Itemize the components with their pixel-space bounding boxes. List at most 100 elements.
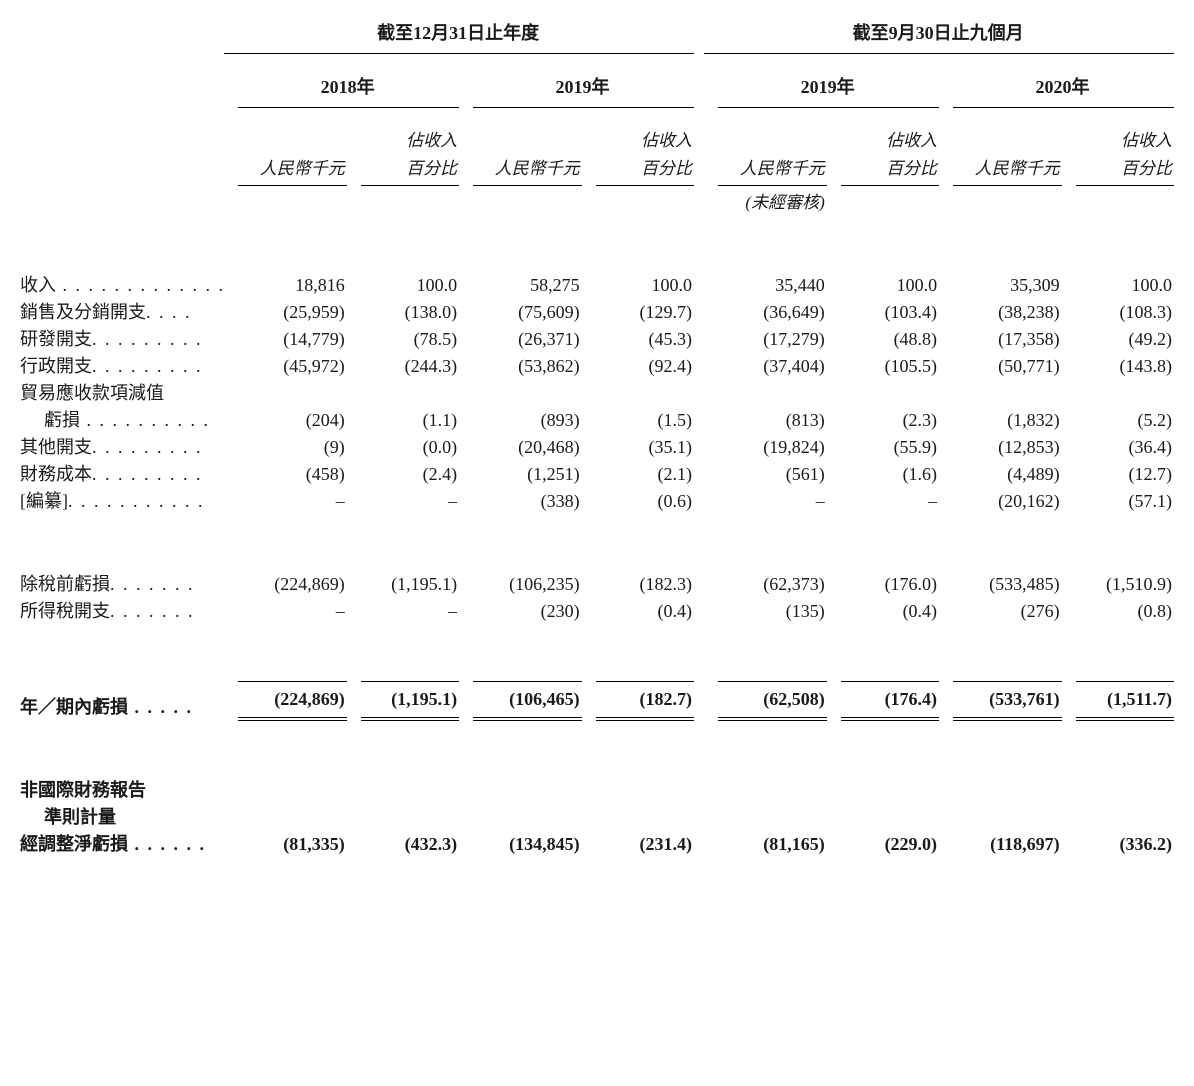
cell: (143.8) — [1076, 353, 1174, 380]
cell: (1,251) — [473, 461, 582, 488]
row-impair: 虧損 . . . . . . . . . . (204) (1.1) (893)… — [20, 407, 1174, 434]
cell: (230) — [473, 598, 582, 625]
cell: (1,511.7) — [1076, 681, 1174, 721]
cell: (20,162) — [953, 488, 1062, 515]
cell: (17,279) — [718, 326, 827, 353]
cell: (17,358) — [953, 326, 1062, 353]
cell: (276) — [953, 598, 1062, 625]
cell: – — [361, 598, 459, 625]
row-label: 行政開支 — [20, 356, 92, 376]
row-label: 經調整淨虧損 — [20, 834, 128, 854]
row-other: 其他開支. . . . . . . . . (9) (0.0) (20,468)… — [20, 434, 1174, 461]
year-header-2020: 2020年 — [939, 74, 1174, 108]
cell: 100.0 — [841, 272, 939, 299]
cell: (106,235) — [473, 571, 582, 598]
col-pct-header: 佔收入 — [582, 128, 694, 156]
cell: (1,195.1) — [361, 571, 459, 598]
cell: 100.0 — [361, 272, 459, 299]
cell: (78.5) — [361, 326, 459, 353]
row-label: 財務成本 — [20, 464, 92, 484]
cell: 18,816 — [238, 272, 347, 299]
row-label: 銷售及分銷開支 — [20, 302, 146, 322]
cell: (1,832) — [953, 407, 1062, 434]
cell: (9) — [238, 434, 347, 461]
cell: (224,869) — [238, 681, 347, 721]
cell: (57.1) — [1076, 488, 1174, 515]
cell: (38,238) — [953, 299, 1062, 326]
cell: (62,373) — [718, 571, 827, 598]
cell: (48.8) — [841, 326, 939, 353]
row-label: 虧損 — [20, 410, 80, 430]
row-finance: 財務成本. . . . . . . . . (458) (2.4) (1,251… — [20, 461, 1174, 488]
cell: 100.0 — [1076, 272, 1174, 299]
cell: – — [238, 598, 347, 625]
cell: (25,959) — [238, 299, 347, 326]
row-rd: 研發開支. . . . . . . . . (14,779) (78.5) (2… — [20, 326, 1174, 353]
year-header-2019-nine: 2019年 — [704, 74, 939, 108]
cell: (2.4) — [361, 461, 459, 488]
cell: (36.4) — [1076, 434, 1174, 461]
cell: (2.1) — [596, 461, 694, 488]
cell: (176.4) — [841, 681, 939, 721]
cell: (0.0) — [361, 434, 459, 461]
row-tax: 所得稅開支. . . . . . . – – (230) (0.4) (135)… — [20, 598, 1174, 625]
cell: (561) — [718, 461, 827, 488]
row-redacted: [編纂]. . . . . . . . . . . – – (338) (0.6… — [20, 488, 1174, 515]
col-pct-header: 百分比 — [1062, 156, 1174, 189]
cell: (0.8) — [1076, 598, 1174, 625]
row-label: 所得稅開支 — [20, 601, 110, 621]
cell: (0.6) — [596, 488, 694, 515]
row-label: 收入 — [20, 275, 56, 295]
period-header-annual: 截至12月31日止年度 — [224, 20, 694, 54]
cell: (176.0) — [841, 571, 939, 598]
cell: (813) — [718, 407, 827, 434]
cell: – — [841, 488, 939, 515]
cell: (108.3) — [1076, 299, 1174, 326]
cell: – — [361, 488, 459, 515]
cell: 58,275 — [473, 272, 582, 299]
cell: (533,761) — [953, 681, 1062, 721]
cell: (129.7) — [596, 299, 694, 326]
row-label: 準則計量 — [20, 807, 116, 827]
cell: (81,335) — [238, 831, 347, 858]
cell: (893) — [473, 407, 582, 434]
cell: (14,779) — [238, 326, 347, 353]
cell: (432.3) — [361, 831, 459, 858]
financial-table: 截至12月31日止年度 截至9月30日止九個月 2018年 2019年 2019… — [20, 20, 1174, 858]
cell: (224,869) — [238, 571, 347, 598]
cell: (50,771) — [953, 353, 1062, 380]
cell: (244.3) — [361, 353, 459, 380]
cell: (5.2) — [1076, 407, 1174, 434]
cell: (0.4) — [596, 598, 694, 625]
cell: (45,972) — [238, 353, 347, 380]
year-header-2018: 2018年 — [224, 74, 459, 108]
col-pct-header: 佔收入 — [827, 128, 939, 156]
cell: (106,465) — [473, 681, 582, 721]
cell: (182.7) — [596, 681, 694, 721]
row-label: [編纂] — [20, 491, 68, 511]
col-pct-header: 佔收入 — [347, 128, 459, 156]
col-pct-header: 百分比 — [827, 156, 939, 189]
cell: (55.9) — [841, 434, 939, 461]
cell: (135) — [718, 598, 827, 625]
row-label: 貿易應收款項減值 — [20, 380, 224, 407]
cell: (336.2) — [1076, 831, 1174, 858]
row-label: 其他開支 — [20, 437, 92, 457]
cell: (37,404) — [718, 353, 827, 380]
col-rmb-header: 人民幣千元 — [704, 156, 827, 189]
col-pct-header: 百分比 — [582, 156, 694, 189]
unaudited-note: (未經審核) — [704, 188, 827, 216]
row-admin: 行政開支. . . . . . . . . (45,972) (244.3) (… — [20, 353, 1174, 380]
cell: (26,371) — [473, 326, 582, 353]
cell: – — [718, 488, 827, 515]
col-rmb-header: 人民幣千元 — [939, 156, 1062, 189]
cell: (138.0) — [361, 299, 459, 326]
row-nonifrs-header2: 準則計量 — [20, 804, 1174, 831]
cell: (81,165) — [718, 831, 827, 858]
row-label: 年／期內虧損 — [20, 697, 128, 717]
row-label: 除稅前虧損 — [20, 574, 110, 594]
cell: (45.3) — [596, 326, 694, 353]
cell: (62,508) — [718, 681, 827, 721]
cell: (231.4) — [596, 831, 694, 858]
cell: (12.7) — [1076, 461, 1174, 488]
